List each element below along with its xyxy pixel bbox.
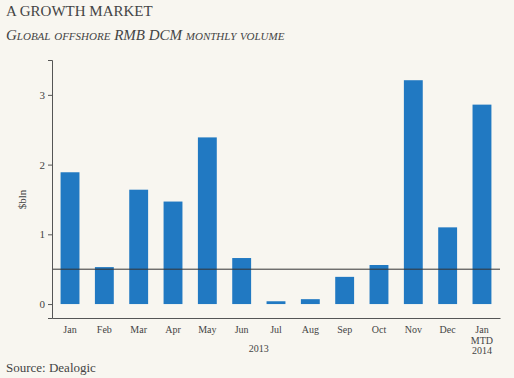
x-tick: May [198,324,216,335]
y-tick: 0 [40,298,53,310]
reference-line [52,269,500,270]
bar [164,202,183,305]
x-tick: JanMTD2014 [471,324,493,356]
y-axis-title: $bln [16,189,28,209]
y-tick: 1 [40,228,53,240]
x-tick-label: Sep [337,324,352,335]
chart: A GROWTH MARKET Global offshore RMB DCM m… [0,0,514,378]
x-axis: Jan Feb Mar Apr May Jun Jul Aug Sep Oct Nov Dec JanM… [53,319,501,357]
x-tick: Jun [235,324,249,335]
y-tick-mark [48,234,52,235]
plot: 0 1 2 3 Jan Feb Mar Apr May Jun Jul Aug Sep Oct Nov Dec… [40,61,501,357]
x-tick-label: Jan [63,324,76,335]
bar [232,258,251,304]
marks [52,80,500,304]
x-tick: Feb [97,324,112,335]
x-tick-label: Dec [440,324,457,335]
x-tick-label: May [198,324,216,335]
bar [95,267,114,304]
y-tick-label: 2 [40,159,46,171]
x-tick-label: Jun [235,324,249,335]
bar [267,301,286,304]
x-tick-label: Oct [372,324,387,335]
x-axis-line [53,318,501,319]
x-tick: Apr [165,324,181,335]
y-tick-label: 0 [40,298,46,310]
y-axis-line [48,61,53,319]
background [0,0,514,378]
x-tick-label: Mar [130,324,147,335]
y-tick-mark [48,304,52,305]
x-tick: Jan [63,324,76,335]
bar [61,172,80,304]
bar [198,137,217,304]
y-axis: 0 1 2 3 [40,61,53,319]
title: A GROWTH MARKET [6,3,153,19]
source: Source: Dealogic [6,360,96,375]
bar [301,299,320,304]
x-tick-label: Nov [405,324,422,335]
x-tick: Mar [130,324,147,335]
y-tick: 2 [40,159,53,171]
bar [473,105,492,304]
bar [129,190,148,304]
y-tick-mark [48,95,52,96]
x-tick-label: Feb [97,324,112,335]
x-tick: Nov [405,324,422,335]
y-tick-label: 3 [40,89,46,101]
bar [335,277,354,304]
bar [438,227,457,304]
x-tick-label: JanMTD2014 [471,324,493,356]
y-tick-mark [48,165,52,166]
x-tick: Jul [270,324,282,335]
y-tick-label: 1 [40,228,46,240]
subtitle: Global offshore RMB DCM monthly volume [6,27,285,43]
y-tick: 3 [40,89,53,101]
x-tick: Aug [302,324,319,335]
x-tick: Oct [372,324,387,335]
bar [404,80,423,304]
year-label: 2013 [249,343,269,354]
x-tick-label: Aug [302,324,319,335]
x-tick: Dec [440,324,457,335]
bar [370,265,389,304]
x-tick-label: Apr [165,324,181,335]
x-tick: Sep [337,324,352,335]
x-tick-label: Jul [270,324,282,335]
